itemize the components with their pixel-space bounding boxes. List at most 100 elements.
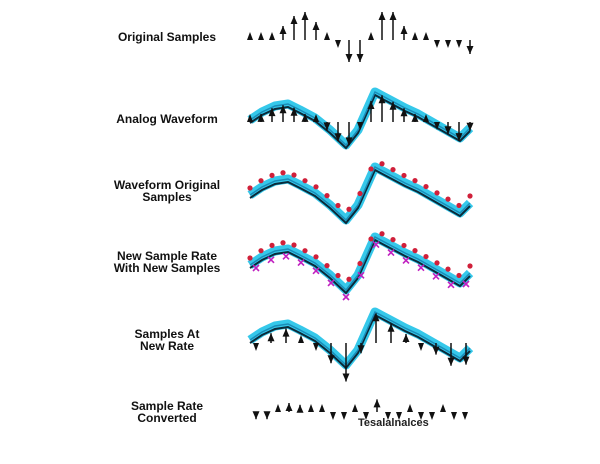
sample-dot <box>357 190 363 197</box>
sample-arrow <box>423 32 429 40</box>
sample-dot <box>401 172 407 179</box>
converted-arrow-head <box>285 403 293 411</box>
new-sample-x <box>372 240 380 249</box>
row-label: Original Samples <box>118 30 216 44</box>
sample-arrow <box>269 32 275 40</box>
new-sample-x <box>417 264 425 272</box>
new-sample-x <box>312 267 320 275</box>
sample-arrow-head <box>345 54 353 62</box>
sample-arrow-head <box>367 101 375 110</box>
sample-arrow-head <box>466 46 474 54</box>
sample-dot <box>346 206 352 212</box>
sample-arrow-head <box>257 113 265 122</box>
sample-dot <box>269 172 275 178</box>
sample-arrow <box>445 40 451 48</box>
sample-arrow <box>247 114 253 122</box>
converted-arrow <box>319 404 325 412</box>
new-sample-x <box>282 252 290 260</box>
converted-arrow <box>396 412 402 420</box>
sample-dot <box>313 184 319 190</box>
sample-dot <box>368 236 374 242</box>
converted-arrow <box>385 412 391 420</box>
new-sample-x <box>357 271 365 279</box>
sample-dot <box>456 272 462 279</box>
sample-arrow-head <box>466 122 474 131</box>
sample-dot <box>258 248 264 254</box>
sample-dot <box>324 193 330 199</box>
sample-dot <box>280 170 286 176</box>
sample-dot <box>412 178 418 184</box>
sample-dot <box>456 202 462 209</box>
sample-dot <box>423 253 429 260</box>
sample-dot <box>258 178 264 184</box>
converted-arrow-head <box>252 411 260 420</box>
converted-arrow-head <box>263 411 271 420</box>
new-sample-x <box>297 258 305 267</box>
new-rate-arrow <box>418 343 424 351</box>
sample-dot <box>434 190 440 196</box>
sample-arrow <box>324 32 330 40</box>
sample-dot <box>291 172 297 178</box>
converted-arrow <box>275 404 281 412</box>
sample-dot <box>445 196 451 202</box>
sample-dot <box>335 202 341 209</box>
sample-arrow-head <box>268 108 276 117</box>
new-sample-x <box>462 280 470 288</box>
sample-arrow <box>434 122 440 130</box>
sample-dot <box>324 263 330 269</box>
sample-dot <box>390 237 396 243</box>
new-rate-arrow-head <box>327 355 335 364</box>
sample-dot <box>247 185 253 191</box>
row-label: Analog Waveform <box>116 112 218 126</box>
converted-arrow <box>407 404 413 412</box>
converted-arrow <box>308 404 314 412</box>
sample-arrow <box>368 32 374 40</box>
sample-arrow <box>313 114 319 122</box>
row-label: Sample Rate <box>131 399 203 413</box>
new-rate-arrow-head <box>282 328 290 337</box>
sample-arrow-head <box>411 113 419 122</box>
row-label: New Rate <box>140 339 194 353</box>
row-label: New Sample Rate <box>117 249 217 263</box>
sample-dot <box>368 166 374 172</box>
sample-dot <box>401 242 407 249</box>
sample-dot <box>302 178 308 184</box>
sample-arrow-head <box>290 107 298 116</box>
converted-arrow <box>451 412 457 420</box>
sample-arrow <box>258 32 264 40</box>
sample-arrow-head <box>279 26 287 34</box>
sample-dot <box>379 231 385 237</box>
sample-arrow-head <box>345 137 353 146</box>
sample-dot <box>291 242 297 248</box>
new-rate-arrow <box>298 335 304 343</box>
sample-dot <box>357 260 363 267</box>
sample-arrow <box>434 40 440 48</box>
sample-arrow-head <box>389 101 397 110</box>
sample-arrow <box>335 40 341 48</box>
sample-dot <box>423 183 429 190</box>
sample-arrow-head <box>301 113 309 122</box>
converted-arrow <box>352 404 358 412</box>
annotation: Tesalalnalces <box>358 417 429 429</box>
new-rate-arrow-head <box>267 333 275 342</box>
sample-arrow-head <box>378 12 386 20</box>
new-rate-arrow-head <box>402 334 410 342</box>
sample-arrow <box>412 32 418 40</box>
new-sample-x <box>342 293 350 301</box>
new-sample-x <box>402 256 410 265</box>
sample-dot <box>269 242 275 248</box>
waveform <box>249 235 471 292</box>
sample-arrow-head <box>444 126 452 135</box>
row-label: Converted <box>137 411 196 425</box>
sample-dot <box>412 248 418 254</box>
waveform <box>249 165 471 222</box>
new-rate-arrow-head <box>372 313 380 322</box>
illustrations <box>247 12 474 420</box>
sample-dot <box>390 167 396 173</box>
sample-dot <box>335 272 341 279</box>
sample-arrow <box>456 40 462 48</box>
new-rate-arrow-head <box>342 373 350 382</box>
converted-arrow <box>440 404 446 412</box>
sample-arrow <box>357 122 363 130</box>
